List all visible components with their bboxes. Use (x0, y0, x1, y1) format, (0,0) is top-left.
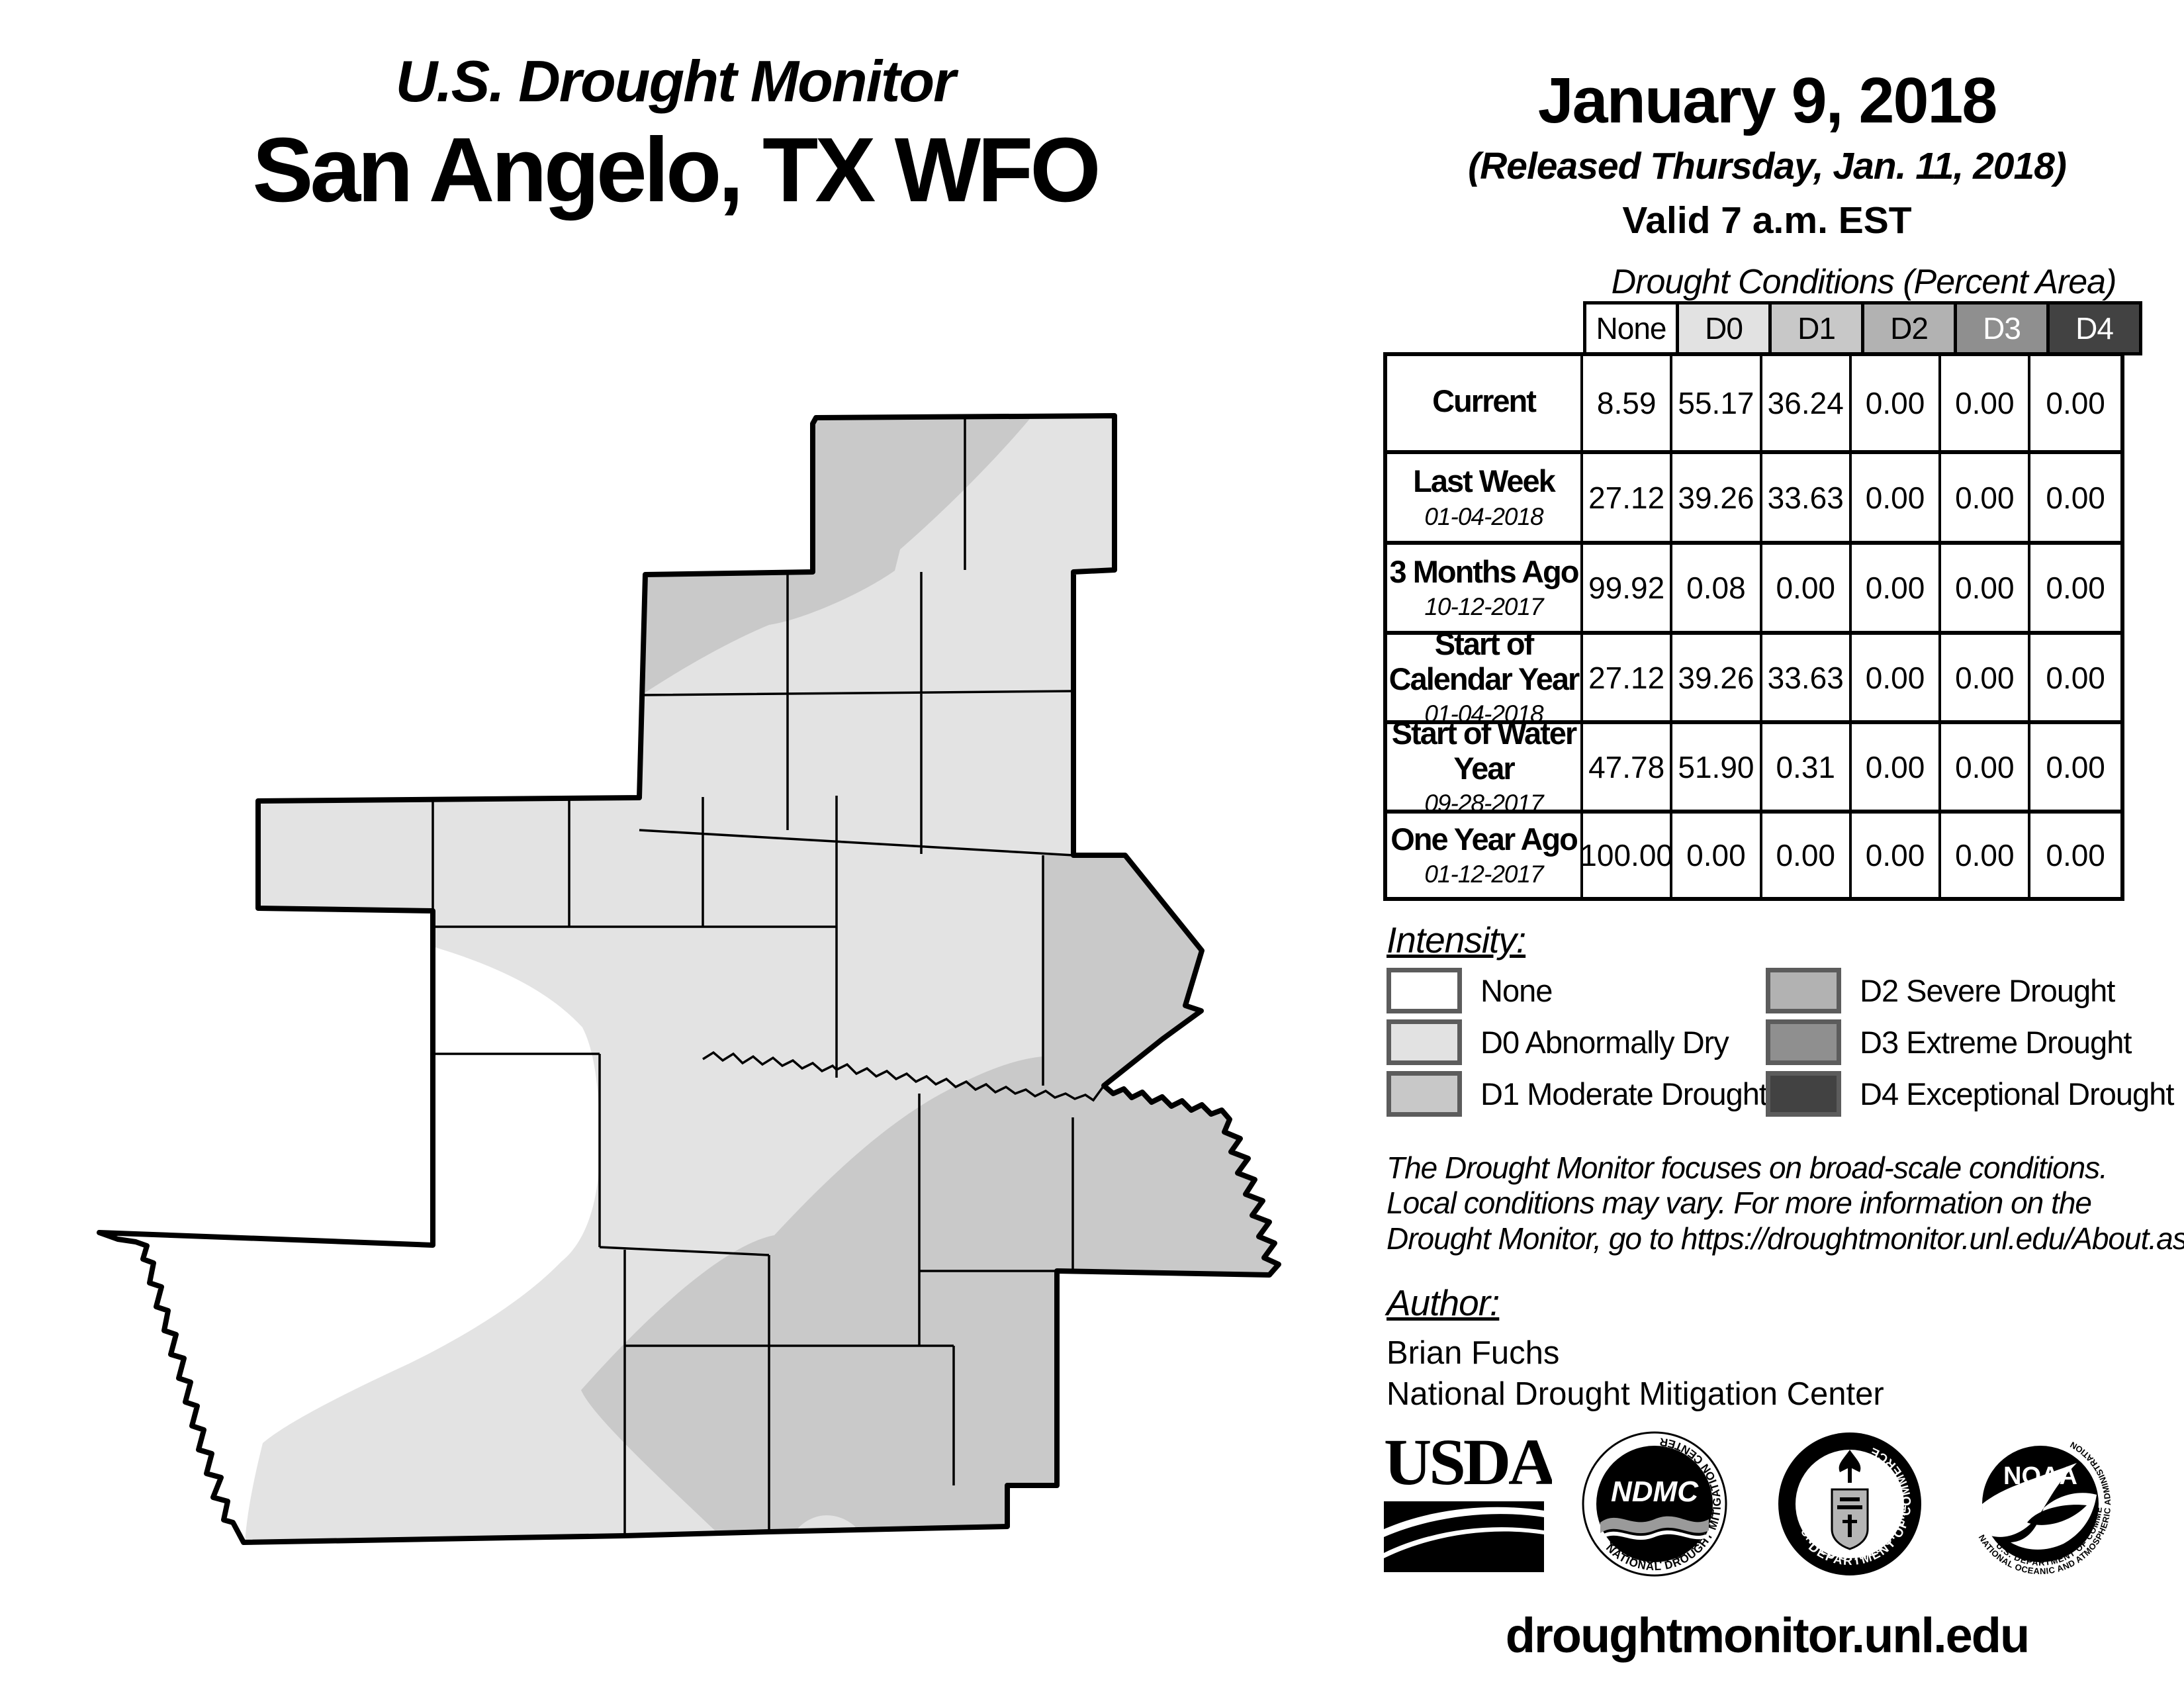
released-date: (Released Thursday, Jan. 11, 2018) (1468, 145, 2067, 187)
table-cell: 39.26 (1672, 454, 1762, 545)
disclaimer-line: The Drought Monitor focuses on broad-sca… (1387, 1150, 2108, 1185)
svg-text:NDMC: NDMC (1611, 1476, 1699, 1508)
svg-text:USDA: USDA (1384, 1425, 1552, 1499)
table-cell: 0.00 (2030, 454, 2120, 545)
table-cell: 0.00 (1762, 814, 1852, 897)
table-cell: 0.00 (1851, 356, 1942, 454)
legend-item-d2: D2 Severe Drought (1766, 968, 2115, 1013)
author-org: National Drought Mitigation Center (1387, 1376, 1884, 1412)
legend-item-d1: D1 Moderate Drought (1387, 1071, 1768, 1117)
noaa-logo: NATIONAL OCEANIC AND ATMOSPHERIC ADMINIS… (1964, 1423, 2113, 1576)
legend-item-d3: D3 Extreme Drought (1766, 1019, 2132, 1065)
table-cell: 39.26 (1672, 635, 1762, 724)
table-cell: 100.00 (1580, 814, 1673, 897)
table-cell: 0.00 (2030, 635, 2120, 724)
table-body: Current 8.59 55.17 36.24 0.00 0.00 0.00 … (1383, 352, 2124, 901)
col-header-d4: D4 (2046, 301, 2142, 355)
disclaimer-line: Drought Monitor, go to https://droughtmo… (1387, 1221, 2184, 1256)
table-cell: 0.00 (1851, 814, 1942, 897)
table-cell: 8.59 (1583, 356, 1673, 454)
row-label-cell: Last Week 01-04-2018 (1387, 454, 1583, 545)
row-label-cell: 3 Months Ago 10-12-2017 (1387, 545, 1583, 635)
none-swatch (1387, 968, 1462, 1013)
usda-logo: USDA (1384, 1425, 1552, 1572)
author-name: Brian Fuchs (1387, 1335, 1560, 1371)
col-header-d2: D2 (1861, 301, 1957, 355)
table-cell: 27.12 (1583, 635, 1673, 724)
table-cell: 51.90 (1672, 724, 1762, 814)
svg-text:NOAA: NOAA (2003, 1462, 2077, 1490)
table-title: Drought Conditions (Percent Area) (1611, 263, 2117, 301)
d4-swatch (1766, 1071, 1841, 1117)
table-cell: 0.00 (1672, 814, 1762, 897)
d2-swatch (1766, 968, 1841, 1013)
legend-item-d0: D0 Abnormally Dry (1387, 1019, 1729, 1065)
col-header-d3: D3 (1954, 301, 2050, 355)
table-cell: 0.00 (1762, 545, 1852, 635)
row-label-cell: Start of Calendar Year 01-04-2018 (1387, 626, 1583, 727)
ndmc-logo: NATIONAL DROUGHT MITIGATION CENTER UNIVE… (1578, 1423, 1727, 1577)
table-cell: 0.00 (1941, 635, 2031, 724)
disclaimer: The Drought Monitor focuses on broad-sca… (1387, 1150, 2184, 1256)
row-label-cell: Current (1387, 356, 1583, 454)
region-title: San Angelo, TX WFO (252, 119, 1101, 221)
map-d1-northwest-region (643, 416, 1032, 694)
d3-swatch (1766, 1019, 1841, 1065)
table-cell: 36.24 (1762, 356, 1852, 454)
table-cell: 0.00 (2030, 814, 2120, 897)
table-cell: 27.12 (1583, 454, 1673, 545)
table-cell: 0.00 (1851, 454, 1942, 545)
report-date: January 9, 2018 (1537, 64, 1998, 136)
table-cell: 47.78 (1583, 724, 1673, 814)
d1-swatch (1387, 1071, 1462, 1117)
table-cell: 0.00 (2030, 356, 2120, 454)
table-cell: 0.00 (1941, 545, 2031, 635)
table-cell: 0.00 (2030, 545, 2120, 635)
table-cell: 0.00 (2030, 724, 2120, 814)
col-header-d1: D1 (1768, 301, 1864, 355)
report-title: U.S. Drought Monitor (395, 48, 956, 114)
col-header-none: None (1583, 301, 1679, 355)
disclaimer-line: Local conditions may vary. For more info… (1387, 1186, 2092, 1221)
row-label-cell: Start of Water Year 09-28-2017 (1387, 716, 1583, 817)
wfo-outline (97, 413, 1281, 1545)
table-cell: 55.17 (1672, 356, 1762, 454)
county-borders (432, 418, 1105, 1536)
table-cell: 0.31 (1762, 724, 1852, 814)
valid-time: Valid 7 a.m. EST (1622, 199, 1912, 242)
table-cell: 33.63 (1762, 635, 1852, 724)
d0-swatch (1387, 1019, 1462, 1065)
department-of-commerce-logo: DEPARTMENT OF COMMERCE UNITED STATES OF … (1774, 1423, 1921, 1575)
site-url: droughtmonitor.unl.edu (1505, 1608, 2030, 1663)
col-header-d0: D0 (1676, 301, 1772, 355)
legend-item-d4: D4 Exceptional Drought (1766, 1071, 2174, 1117)
legend-item-none: None (1387, 968, 1553, 1013)
legend-title: Intensity: (1387, 919, 1526, 961)
map-d1-east-county-region (1043, 855, 1202, 1086)
table-cell: 0.00 (1941, 814, 2031, 897)
table-cell: 0.00 (1941, 356, 2031, 454)
table-cell: 0.00 (1851, 724, 1942, 814)
table-cell: 0.08 (1672, 545, 1762, 635)
row-label-cell: One Year Ago 01-12-2017 (1387, 814, 1583, 897)
author-heading: Author: (1387, 1282, 1500, 1323)
table-cell: 33.63 (1762, 454, 1852, 545)
table-header-row: None D0 D1 D2 D3 D4 (1583, 301, 2142, 355)
table-cell: 0.00 (1941, 454, 2031, 545)
table-cell: 0.00 (1851, 545, 1942, 635)
table-cell: 99.92 (1583, 545, 1673, 635)
table-cell: 0.00 (1851, 635, 1942, 724)
table-cell: 0.00 (1941, 724, 2031, 814)
